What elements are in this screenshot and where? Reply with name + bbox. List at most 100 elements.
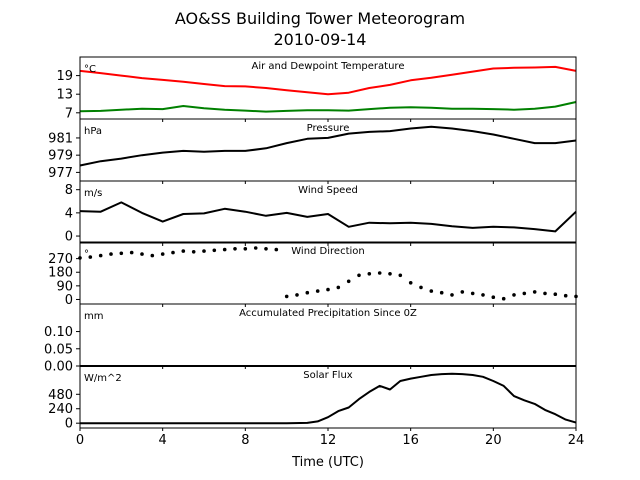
data-point bbox=[501, 296, 506, 301]
data-point bbox=[88, 255, 93, 259]
y-tick-label: 8 bbox=[65, 183, 73, 198]
data-point bbox=[326, 287, 330, 292]
data-point bbox=[222, 247, 227, 252]
data-point bbox=[470, 291, 475, 296]
panel-unit-label: mm bbox=[84, 311, 103, 322]
data-point bbox=[264, 247, 268, 251]
x-axis-label: Time (UTC) bbox=[291, 455, 364, 470]
data-point bbox=[119, 251, 124, 256]
panel-title: Wind Direction bbox=[291, 246, 365, 257]
y-tick-label: 180 bbox=[48, 266, 73, 281]
y-tick-label: 13 bbox=[56, 88, 73, 103]
panel-title: Accumulated Precipitation Since 0Z bbox=[239, 308, 417, 319]
data-point bbox=[191, 250, 196, 254]
data-point bbox=[212, 248, 217, 253]
series-line-1 bbox=[79, 125, 577, 167]
data-point bbox=[563, 293, 568, 298]
x-tick-label: 12 bbox=[320, 433, 337, 448]
panel-5: 0.00 0.05 0.10 Accumulated Precipitation Si… bbox=[44, 303, 577, 375]
data-point bbox=[439, 290, 444, 295]
panel-unit-label: W/m^2 bbox=[84, 373, 122, 384]
x-tick-label: 24 bbox=[568, 433, 585, 448]
series-line-1 bbox=[80, 372, 577, 425]
data-point bbox=[398, 273, 403, 278]
y-tick-label: 0 bbox=[65, 293, 73, 308]
series-line-2 bbox=[79, 101, 577, 113]
data-point bbox=[522, 291, 527, 296]
panel-title: Solar Flux bbox=[303, 370, 353, 381]
y-tick-label: 4 bbox=[65, 206, 73, 221]
x-tick-label: 4 bbox=[159, 433, 167, 448]
data-point bbox=[315, 289, 320, 293]
panel-title: Pressure bbox=[307, 123, 350, 134]
y-tick-label: 0.10 bbox=[44, 325, 73, 340]
panel-title: Wind Speed bbox=[298, 185, 358, 196]
data-point bbox=[171, 250, 175, 255]
panel-3: 0 4 8 Wind Speed m/s bbox=[65, 180, 577, 246]
y-tick-label: 0.05 bbox=[44, 342, 73, 357]
data-point bbox=[233, 247, 237, 251]
data-point bbox=[367, 272, 372, 276]
data-point bbox=[460, 290, 465, 294]
y-tick-label: 0 bbox=[65, 230, 73, 245]
x-tick-label: 8 bbox=[241, 433, 249, 448]
data-point bbox=[305, 290, 310, 295]
y-tick-label: 977 bbox=[48, 166, 73, 181]
x-tick-label: 20 bbox=[485, 433, 502, 448]
y-tick-label: 270 bbox=[48, 252, 73, 267]
data-point bbox=[243, 247, 248, 251]
data-point bbox=[129, 250, 134, 255]
panel-title: Air and Dewpoint Temperature bbox=[252, 61, 405, 72]
x-axis: 0 4 8 12 16 20 24 bbox=[76, 433, 584, 448]
data-point bbox=[377, 271, 382, 275]
data-point bbox=[150, 253, 155, 258]
panel-2: 977 979 981 Pressure hPa bbox=[48, 118, 577, 184]
data-point bbox=[346, 279, 351, 284]
data-point bbox=[357, 273, 361, 278]
data-point bbox=[140, 252, 144, 256]
figure-title: AO&SS Building Tower Meteorogram bbox=[175, 9, 465, 28]
y-tick-label: 0 bbox=[65, 417, 73, 432]
data-point bbox=[274, 247, 279, 252]
y-tick-label: 19 bbox=[56, 69, 73, 84]
y-tick-label: 981 bbox=[48, 131, 73, 146]
x-tick-label: 16 bbox=[402, 433, 419, 448]
data-point bbox=[98, 253, 103, 258]
data-point bbox=[202, 249, 206, 253]
data-point bbox=[160, 252, 165, 256]
data-point bbox=[408, 281, 413, 285]
data-point bbox=[481, 293, 485, 297]
data-point bbox=[450, 293, 454, 297]
panel-unit-label: m/s bbox=[84, 188, 102, 199]
data-point bbox=[543, 291, 547, 296]
panel-1: 7 13 19 Air and Dewpoint Temperature °C bbox=[56, 56, 577, 122]
y-tick-label: 7 bbox=[65, 106, 73, 121]
data-point bbox=[532, 290, 537, 294]
y-tick-label: 979 bbox=[48, 149, 73, 164]
series-line-1 bbox=[79, 201, 577, 233]
data-point bbox=[491, 295, 496, 300]
data-point bbox=[336, 285, 341, 290]
figure-date: 2010-09-14 bbox=[274, 30, 367, 49]
data-point bbox=[512, 293, 516, 297]
data-point bbox=[284, 294, 289, 299]
data-point bbox=[109, 252, 113, 256]
data-point bbox=[553, 292, 558, 297]
series-line-1 bbox=[79, 65, 577, 96]
data-point bbox=[429, 289, 434, 293]
data-point bbox=[388, 272, 392, 276]
x-tick-label: 0 bbox=[76, 433, 84, 448]
data-point bbox=[253, 246, 258, 250]
y-tick-label: 480 bbox=[48, 388, 73, 403]
panel-unit-label: hPa bbox=[84, 126, 102, 137]
data-point bbox=[181, 249, 186, 253]
data-point bbox=[419, 285, 423, 290]
panel-unit-label: °C bbox=[84, 64, 96, 75]
panel-unit-label: ° bbox=[84, 249, 89, 260]
y-tick-label: 0.00 bbox=[44, 360, 73, 375]
y-tick-label: 90 bbox=[56, 279, 73, 294]
